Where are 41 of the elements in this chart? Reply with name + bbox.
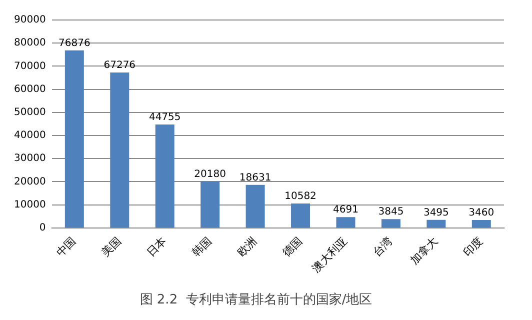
data-label: 76876	[58, 38, 90, 49]
x-tick-label: 台湾	[370, 234, 396, 260]
bar	[336, 217, 356, 228]
y-tick-label: 0	[39, 222, 46, 234]
y-tick-label: 80000	[14, 38, 46, 49]
bar	[472, 220, 491, 228]
data-label: 3460	[468, 208, 494, 219]
text: 图 2.2 专利申请量排名前十的国家/地区	[140, 292, 372, 308]
x-tick-label: 美国	[99, 234, 124, 260]
bar	[155, 124, 174, 228]
y-tick-label: 70000	[14, 60, 46, 72]
y-tick-label: 50000	[14, 107, 46, 118]
data-label: 4691	[333, 204, 358, 216]
bar	[381, 219, 400, 228]
y-tick-label: 40000	[14, 130, 46, 142]
bar	[64, 50, 84, 228]
bar	[110, 72, 130, 228]
x-tick-label: 韩国	[189, 234, 214, 260]
data-label: 20180	[194, 168, 226, 180]
data-label: 18631	[239, 172, 272, 184]
data-label: 10582	[284, 191, 316, 202]
y-tick-label: 30000	[14, 153, 46, 164]
bar	[200, 181, 220, 228]
x-tick-label: 欧洲	[234, 234, 260, 260]
y-tick-label: 20000	[14, 176, 46, 188]
data-label: 3845	[378, 206, 404, 218]
data-label: 44755	[148, 112, 181, 124]
y-tick-label: 90000	[14, 14, 46, 26]
y-tick-label: 10000	[14, 199, 46, 210]
x-tick-label: 中国	[54, 234, 79, 260]
x-tick-label: 澳大利亚	[310, 234, 350, 275]
x-tick-label: 日本	[144, 234, 169, 260]
data-label: 3495	[423, 207, 449, 218]
y-tick-label: 60000	[14, 84, 46, 95]
bar	[291, 204, 310, 228]
bar	[246, 184, 265, 228]
x-tick-label: 加拿大	[408, 234, 440, 268]
bar	[426, 220, 446, 228]
data-label: 67276	[104, 60, 136, 72]
x-tick-label: 德国	[280, 234, 305, 260]
x-tick-label: 印度	[460, 234, 486, 260]
